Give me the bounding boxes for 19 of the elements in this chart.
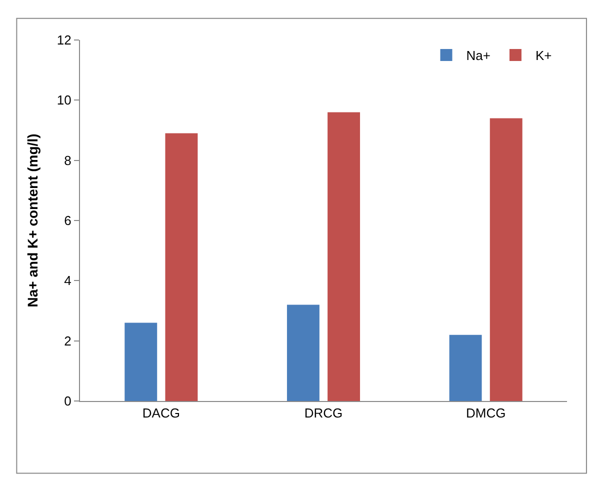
- x-tick-label: DRCG: [304, 406, 343, 421]
- bar: [328, 112, 360, 401]
- y-tick-label: 10: [56, 92, 72, 108]
- y-axis-title: Na+ and K+ content (mg/l): [24, 134, 41, 308]
- y-tick-label: 4: [64, 273, 72, 288]
- y-tick-label: 2: [64, 333, 72, 348]
- bar: [165, 133, 198, 401]
- y-tick-label: 8: [64, 152, 72, 168]
- x-tick-label: DMCG: [466, 406, 506, 421]
- bar: [286, 304, 320, 401]
- bar: [449, 334, 482, 401]
- bar: [124, 322, 158, 401]
- x-tick-label: DACG: [142, 406, 180, 421]
- y-tick-label: 0: [64, 394, 72, 409]
- bar: [490, 118, 522, 401]
- y-tick-label: 12: [56, 32, 72, 48]
- legend-label: Na+: [466, 48, 490, 64]
- y-tick-label: 6: [64, 213, 72, 228]
- legend-label: K+: [535, 48, 552, 64]
